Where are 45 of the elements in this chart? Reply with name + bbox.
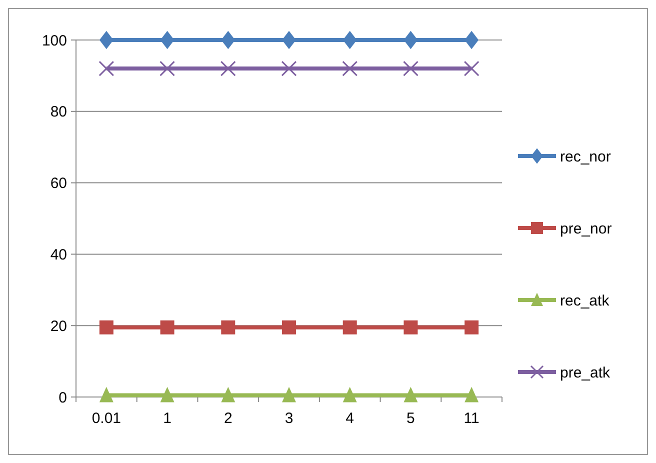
point [99, 320, 114, 334]
point [220, 60, 236, 76]
point [160, 386, 174, 402]
point [342, 386, 357, 402]
point [464, 320, 479, 334]
point [160, 60, 176, 76]
point [404, 30, 418, 50]
point [99, 386, 114, 402]
x-tick-label: 4 [346, 410, 354, 427]
point [464, 30, 479, 50]
point [98, 60, 114, 76]
legend-label: pre_atk [560, 364, 611, 382]
point [221, 320, 236, 334]
x-tick-label: 11 [464, 410, 480, 427]
point [281, 60, 297, 76]
point [221, 386, 236, 402]
legend-label: pre_nor [560, 220, 612, 238]
point [160, 320, 174, 334]
legend-label: rec_atk [560, 292, 610, 310]
point [160, 30, 174, 50]
x-tick-label: 5 [406, 410, 415, 427]
legend-label: rec_nor [560, 148, 611, 166]
point [342, 60, 358, 76]
y-tick-label: 80 [50, 104, 67, 121]
point [99, 30, 114, 50]
point [342, 320, 357, 334]
point [342, 30, 357, 50]
y-tick-label: 60 [50, 175, 67, 192]
y-tick-label: 100 [42, 32, 67, 50]
y-tick-label: 40 [50, 246, 67, 264]
x-tick-label: 3 [284, 410, 294, 427]
y-tick-label: 0 [58, 389, 67, 406]
point [402, 60, 418, 76]
point [404, 320, 418, 334]
point [404, 386, 418, 402]
x-tick-label: 1 [163, 410, 172, 427]
point [282, 30, 296, 50]
point [221, 30, 236, 50]
x-tick-label: 2 [224, 410, 232, 427]
x-tick-label: 0.01 [92, 410, 122, 427]
point [282, 320, 296, 334]
y-tick-label: 20 [50, 318, 67, 335]
point [282, 386, 296, 402]
point [464, 386, 479, 402]
point [464, 60, 480, 76]
